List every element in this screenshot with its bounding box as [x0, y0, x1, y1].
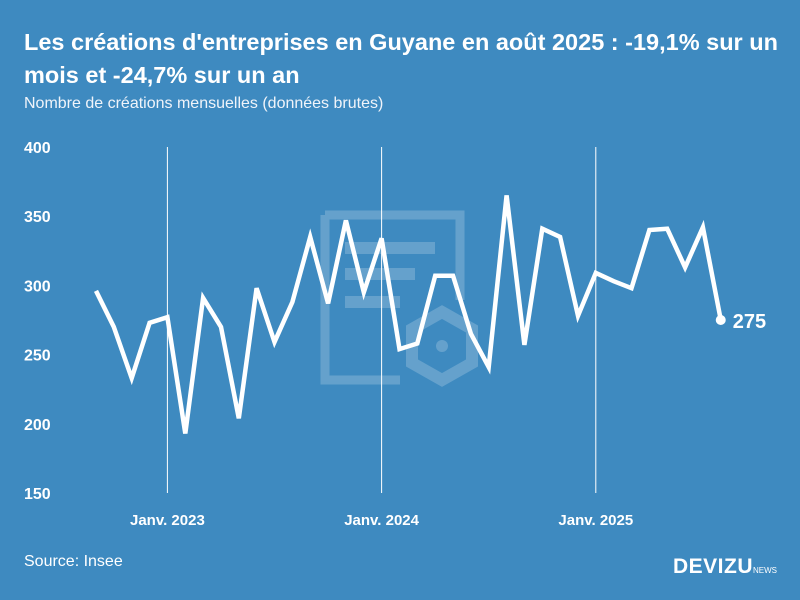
- chart-subtitle: Nombre de créations mensuelles (données …: [24, 95, 384, 112]
- brand-suffix: NEWS: [753, 566, 778, 575]
- x-tick-label: Janv. 2023: [130, 512, 205, 529]
- y-tick-label: 400: [24, 140, 51, 157]
- brand-name: DEVIZU: [673, 555, 754, 578]
- last-point-marker: [715, 315, 726, 325]
- brand-logo: DEVIZUNEWS: [673, 555, 777, 579]
- x-tick-label: Janv. 2025: [558, 512, 633, 529]
- y-tick-label: 150: [24, 486, 51, 503]
- watermark-logo: [320, 210, 478, 387]
- last-value-label: 275: [733, 311, 766, 333]
- chart-title: Les créations d'entreprises en Guyane en…: [24, 29, 778, 88]
- y-tick-label: 250: [24, 348, 51, 365]
- y-tick-label: 350: [24, 209, 51, 226]
- x-tick-label: Janv. 2024: [344, 512, 419, 529]
- y-tick-label: 300: [24, 278, 51, 295]
- y-tick-label: 200: [24, 417, 51, 434]
- source-note: Source: Insee: [24, 553, 123, 570]
- series-line: [93, 195, 724, 434]
